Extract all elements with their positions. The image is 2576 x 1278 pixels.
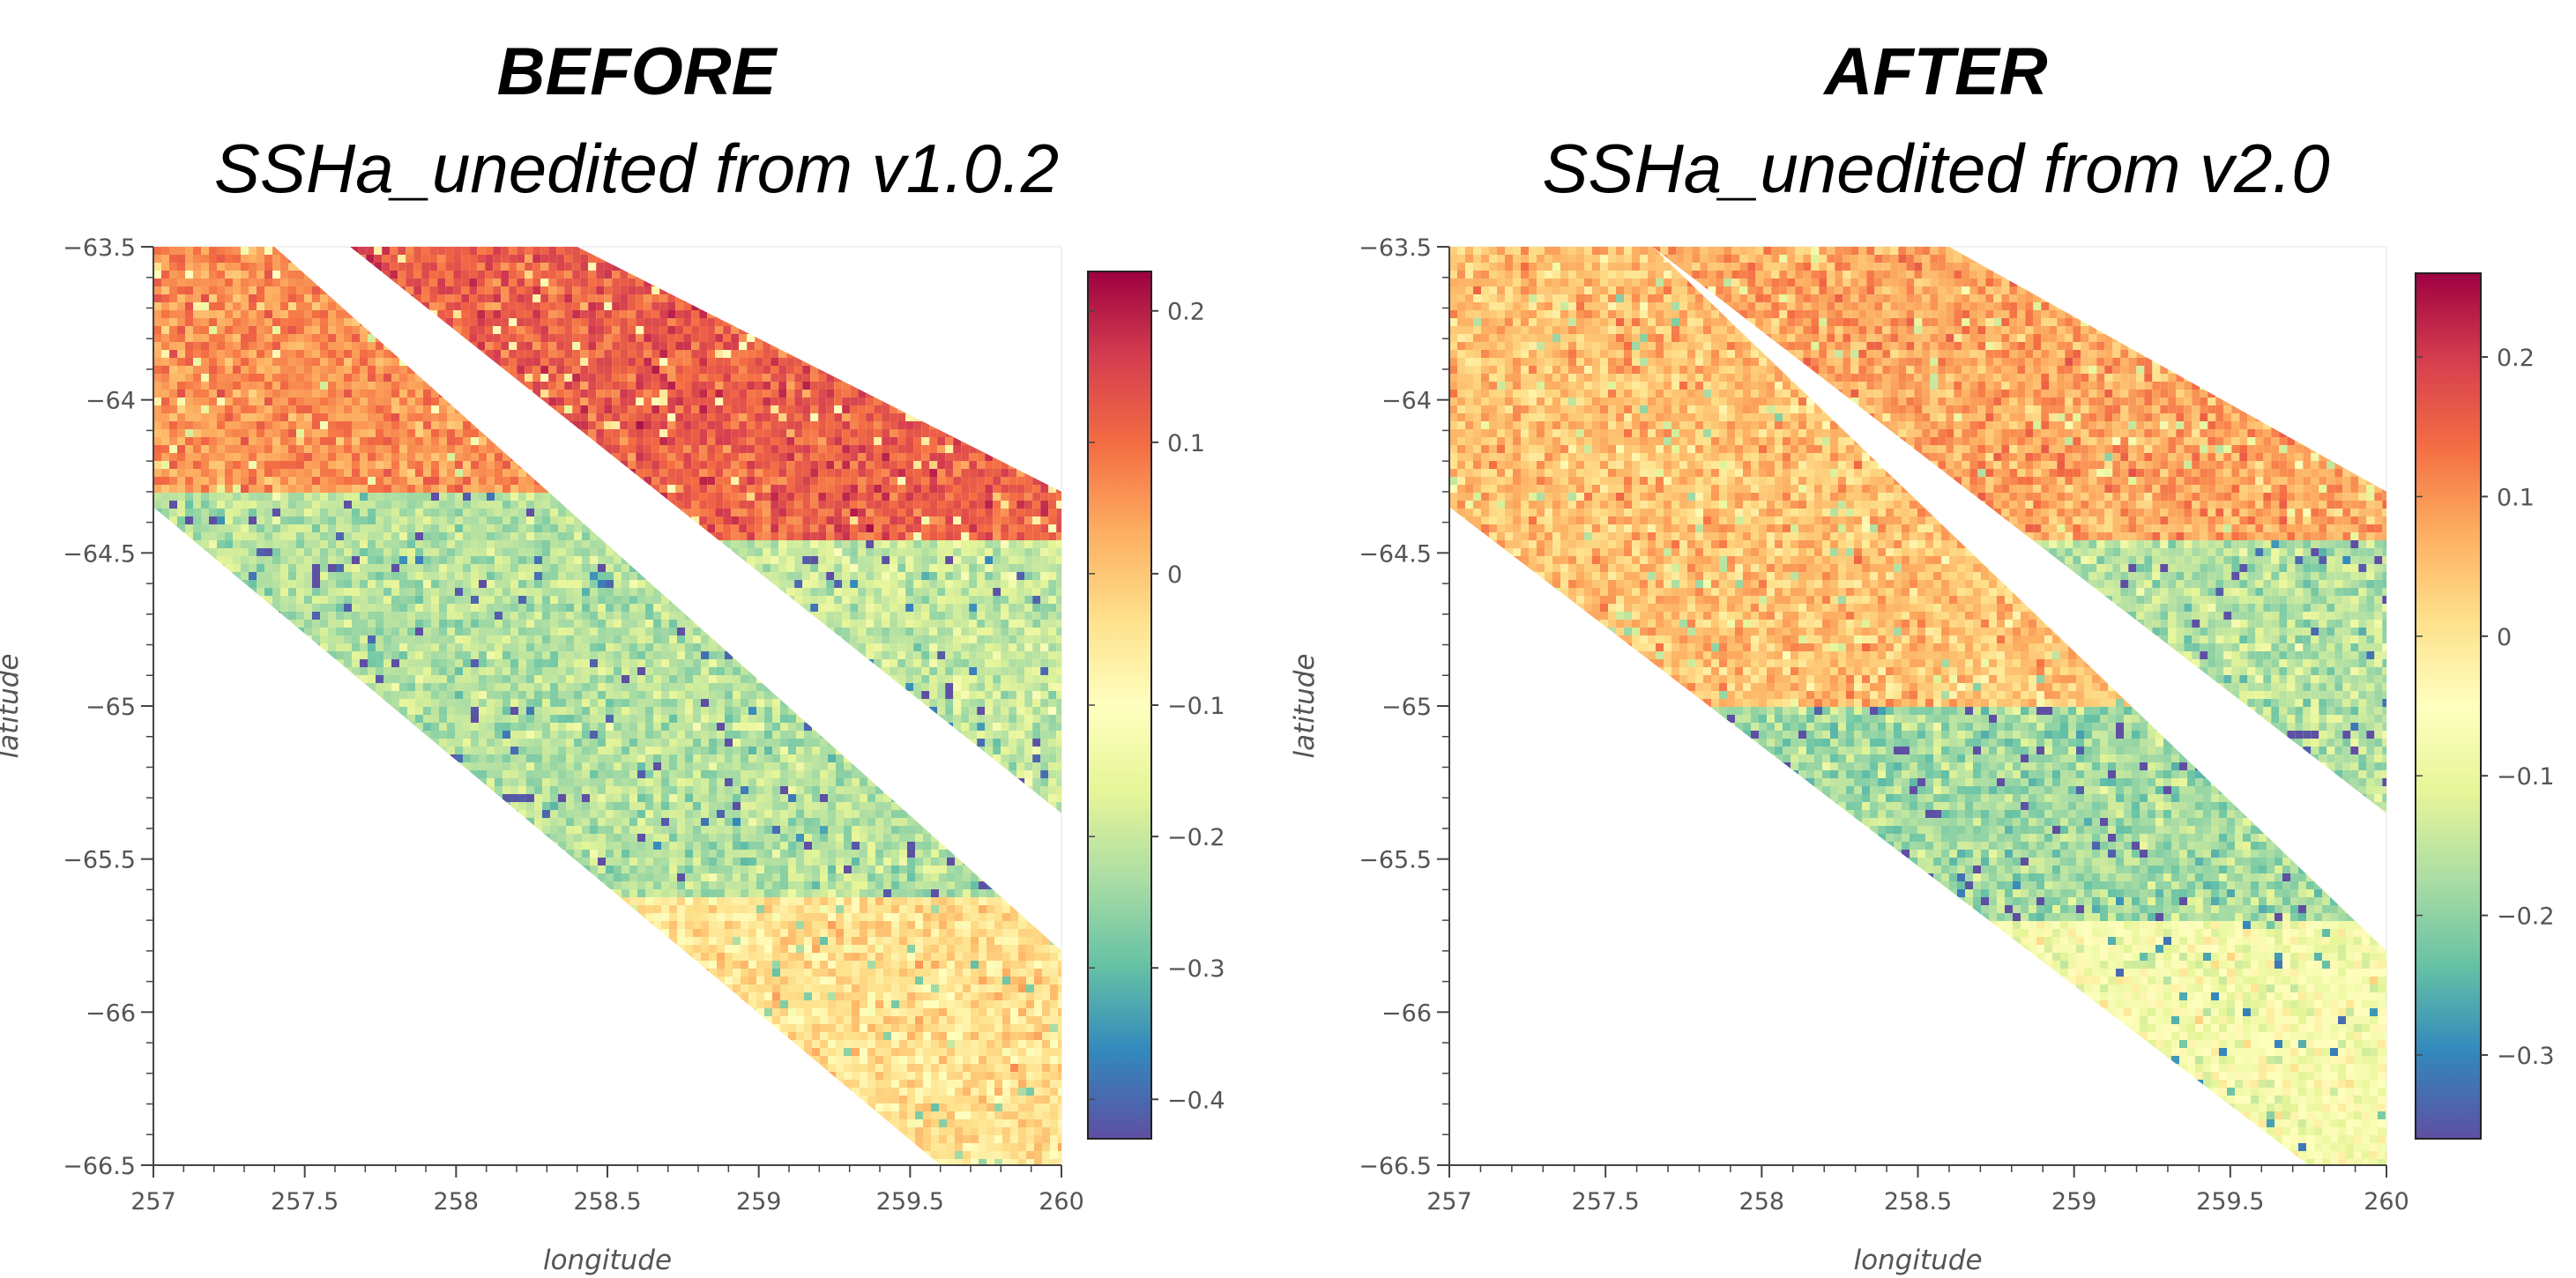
x-tick-label: 257.5 [1572,1188,1640,1215]
y-tick-label: −65.5 [1359,847,1432,874]
colorbar-tick-label: −0.1 [2497,763,2555,791]
colorbar-tick-label: −0.3 [1167,955,1225,983]
colorbar-tick-label: 0.1 [1167,430,1205,457]
before-subtitle: SSHa_unedited from v1.0.2 [19,129,1254,209]
y-tick-label: −64.5 [1359,540,1432,568]
x-axis-label: longitude [543,1245,672,1276]
x-tick-label: 260 [1039,1188,1084,1215]
y-tick-label: −66 [1381,999,1432,1027]
x-tick-label: 257.5 [271,1188,339,1215]
y-axis-label: latitude [1289,654,1321,759]
colorbar-tick-label: 0.1 [2497,484,2535,511]
colorbar-tick-label: 0 [2497,624,2512,651]
before-plot: 257 257.5 258 258.5 259 259.5 260 −63.5 −64 −64.5… [0,234,1225,1276]
colorbar-tick-label: −0.2 [1167,824,1225,851]
y-tick-label: −65 [86,694,136,721]
x-tick-label: 257 [130,1188,176,1215]
x-tick-label: 258 [434,1188,480,1215]
x-tick-label: 259.5 [2196,1188,2264,1215]
x-axis-label: longitude [1853,1245,1982,1276]
colorbar-tick-label: 0 [1167,561,1182,589]
x-tick-label: 259 [736,1188,782,1215]
x-tick-label: 259 [2051,1188,2097,1215]
y-axis-label: latitude [0,654,25,759]
colorbar-tick-label: −0.4 [1167,1087,1225,1114]
x-tick-label: 257 [1426,1188,1472,1215]
y-tick-label: −64 [86,388,136,415]
x-tick-label: 258 [1739,1188,1785,1215]
colorbar-tick-label: 0.2 [2497,345,2535,372]
y-tick-label: −66.5 [1359,1153,1432,1180]
colorbar-tick-label: 0.2 [1167,299,1205,326]
after-heading: AFTER [1319,33,2553,110]
y-tick-label: −64.5 [63,540,136,568]
x-tick-label: 258.5 [1884,1188,1952,1215]
colorbar [2415,272,2482,1140]
y-tick-label: −63.5 [1359,234,1432,262]
y-tick-label: −65 [1381,694,1432,721]
after-subtitle: SSHa_unedited from v2.0 [1319,129,2553,209]
x-tick-label: 260 [2364,1188,2409,1215]
y-tick-label: −66 [86,999,136,1027]
y-tick-label: −66.5 [63,1153,136,1180]
after-plot: 257 257.5 258 258.5 259 259.5 260 −63.5 −64 −64.5… [1289,234,2555,1276]
colorbar [1087,271,1152,1140]
colorbar-tick-label: −0.2 [2497,903,2555,931]
colorbar-tick-label: −0.1 [1167,693,1225,720]
y-tick-label: −65.5 [63,847,136,874]
x-tick-label: 258.5 [573,1188,641,1215]
y-tick-label: −63.5 [63,234,136,262]
y-tick-label: −64 [1381,388,1432,415]
x-tick-label: 259.5 [876,1188,944,1215]
colorbar-tick-label: −0.3 [2497,1043,2555,1070]
before-heading: BEFORE [19,33,1254,110]
